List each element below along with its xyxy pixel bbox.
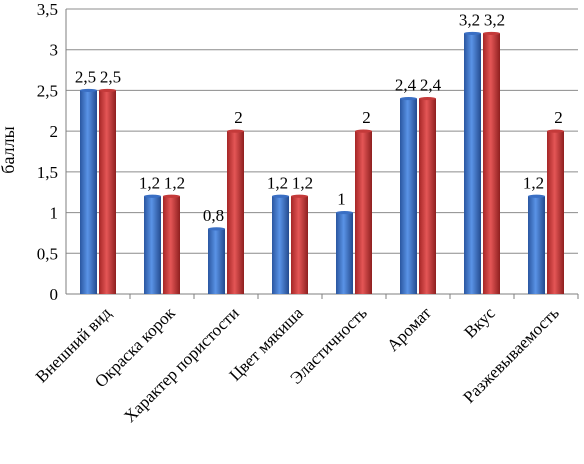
bars: [80, 31, 564, 295]
bar-cap-red: [355, 129, 372, 133]
data-label-red: 2: [554, 108, 563, 127]
data-label-blue: 3,2: [459, 10, 480, 29]
bar-blue: [80, 90, 97, 294]
bar-cap-blue: [400, 96, 417, 101]
data-label-red: 1,2: [292, 173, 313, 192]
bar-cap-blue: [144, 194, 161, 198]
bar-blue: [464, 33, 481, 295]
y-tick-label: 0,5: [37, 244, 58, 263]
y-tick-label: 1: [50, 204, 59, 223]
x-category-label: Аромат: [383, 303, 435, 355]
bar-cap-blue: [336, 210, 353, 215]
bar-blue: [400, 98, 417, 294]
bar-red: [227, 131, 244, 294]
y-tick-label: 1,5: [37, 163, 58, 182]
data-label-red: 3,2: [484, 10, 505, 29]
bar-red: [483, 33, 500, 295]
data-label-blue: 0,8: [203, 206, 224, 225]
bar-cap-blue: [208, 227, 225, 231]
bar-cap-red: [227, 129, 244, 133]
bar-red: [419, 98, 436, 294]
data-label-red: 1,2: [164, 173, 185, 192]
gridlines: [66, 8, 578, 254]
data-label-red: 2: [234, 108, 243, 127]
bar-red: [355, 131, 372, 294]
bar-cap-red: [483, 31, 500, 36]
bar-blue: [336, 212, 353, 294]
bar-red: [99, 90, 116, 294]
bar-blue: [208, 228, 225, 294]
y-tick-label: 2: [50, 122, 59, 141]
bar-blue: [528, 196, 545, 294]
x-category-label: Вкус: [460, 303, 499, 342]
bar-cap-red: [291, 194, 308, 198]
bar-cap-red: [419, 96, 436, 101]
bar-cap-blue: [464, 31, 481, 36]
bar-blue: [272, 196, 289, 294]
bar-red: [163, 196, 180, 294]
data-label-red: 2: [362, 108, 371, 127]
bar-cap-blue: [528, 194, 545, 198]
bar-blue: [144, 196, 161, 294]
data-label-red: 2,5: [100, 67, 121, 86]
y-axis-title: баллы: [0, 126, 18, 173]
data-label-blue: 1,2: [139, 173, 160, 192]
y-tick-label: 3: [50, 41, 59, 60]
bar-cap-blue: [272, 194, 289, 198]
bar-red: [547, 131, 564, 294]
data-label-blue: 2,5: [75, 67, 96, 86]
data-label-blue: 1: [337, 190, 346, 209]
bar-red: [291, 196, 308, 294]
data-label-blue: 1,2: [523, 173, 544, 192]
x-category-label: Характер пористости: [120, 303, 243, 426]
y-tick-label: 0: [50, 285, 59, 304]
bar-cap-red: [163, 194, 180, 198]
data-label-blue: 2,4: [395, 76, 417, 95]
bar-cap-blue: [80, 88, 97, 93]
bar-cap-red: [99, 88, 116, 93]
data-label-blue: 1,2: [267, 173, 288, 192]
bar-cap-red: [547, 129, 564, 133]
data-label-red: 2,4: [420, 76, 442, 95]
y-tick-label: 2,5: [37, 81, 58, 100]
y-tick-label: 3,5: [37, 0, 58, 19]
